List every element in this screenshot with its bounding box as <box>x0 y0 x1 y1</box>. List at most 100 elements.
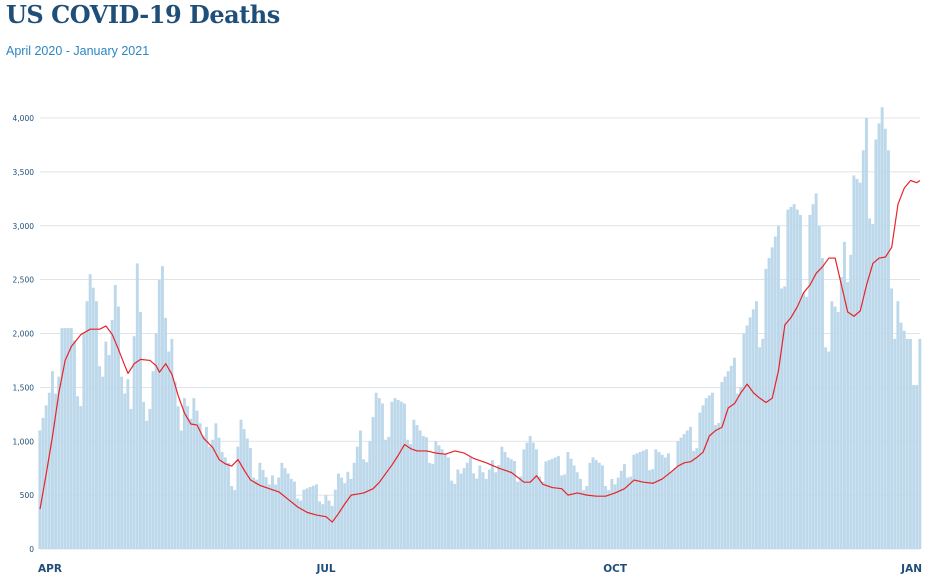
bar <box>582 490 586 549</box>
bar <box>355 446 359 549</box>
bar <box>208 446 212 549</box>
bar <box>852 175 856 549</box>
bar <box>874 139 878 550</box>
bar <box>113 285 117 549</box>
x-tick-label: JAN <box>900 563 922 575</box>
bar <box>47 392 51 549</box>
bar <box>120 376 124 549</box>
bar <box>151 371 155 549</box>
bar <box>359 430 362 549</box>
bar <box>802 292 806 549</box>
x-tick-label: JUL <box>315 563 335 575</box>
bar <box>707 395 711 549</box>
bar <box>148 408 152 549</box>
bar <box>588 462 592 549</box>
bar <box>340 477 344 549</box>
bar <box>858 182 862 549</box>
bar <box>720 381 724 549</box>
bar <box>223 457 227 549</box>
bar <box>670 471 674 549</box>
bar <box>415 425 419 549</box>
bar <box>557 456 560 549</box>
chart-subtitle: April 2020 - January 2021 <box>6 44 150 58</box>
bar <box>651 469 655 549</box>
bar <box>362 459 366 549</box>
bar <box>63 328 67 549</box>
bar <box>632 454 636 549</box>
bar <box>123 393 127 549</box>
bar <box>76 396 80 549</box>
bar <box>808 214 812 549</box>
x-axis: APR JUL OCT JAN <box>38 563 922 575</box>
bar <box>327 500 331 549</box>
bar <box>277 477 281 549</box>
bar <box>195 410 199 549</box>
bar <box>657 452 661 549</box>
bar <box>912 385 916 549</box>
bar <box>333 489 337 549</box>
bar <box>544 461 548 549</box>
y-tick-label: 1,000 <box>13 437 35 446</box>
bar <box>321 504 325 549</box>
bar <box>352 462 356 549</box>
bar <box>623 464 626 549</box>
y-tick-label: 500 <box>20 491 35 500</box>
bar <box>406 439 410 549</box>
bar <box>296 498 300 549</box>
bar <box>676 441 680 549</box>
bar <box>918 338 922 549</box>
bar <box>189 418 193 549</box>
bar <box>814 193 818 549</box>
bar <box>846 282 850 549</box>
bar <box>107 355 111 549</box>
bar <box>252 477 256 549</box>
bar <box>751 309 755 549</box>
bar <box>547 460 551 549</box>
bar <box>535 449 538 549</box>
bar <box>695 448 699 549</box>
bar <box>41 417 45 549</box>
bar <box>453 483 457 549</box>
bar <box>299 500 303 549</box>
bar <box>484 478 488 549</box>
bar <box>714 425 718 549</box>
bar <box>201 435 205 549</box>
bar <box>38 430 42 549</box>
bar <box>560 475 564 549</box>
bar <box>553 457 557 549</box>
bar <box>704 398 708 549</box>
bar <box>101 376 105 549</box>
bar <box>249 447 252 549</box>
y-tick-label: 1,500 <box>13 383 35 392</box>
bar <box>663 457 667 549</box>
bar <box>745 325 749 549</box>
bar <box>871 224 875 549</box>
bar <box>236 446 240 549</box>
bar <box>777 225 780 549</box>
bar <box>431 463 435 549</box>
bar <box>88 274 92 549</box>
bar <box>167 351 171 549</box>
bar <box>349 478 353 549</box>
bar <box>205 426 208 549</box>
bar <box>173 381 177 549</box>
bar <box>434 441 438 549</box>
bar <box>843 241 846 549</box>
bar <box>258 462 262 549</box>
bar <box>57 376 61 549</box>
bar <box>283 468 287 549</box>
bar <box>117 306 120 549</box>
bar <box>450 480 454 549</box>
bar <box>764 268 768 549</box>
bar <box>475 478 479 549</box>
bar <box>318 501 322 549</box>
bar <box>374 392 378 549</box>
bar <box>883 128 887 549</box>
bar <box>161 266 164 549</box>
bar <box>214 423 218 549</box>
bar <box>855 179 859 549</box>
bar <box>302 489 306 549</box>
bar <box>726 371 730 549</box>
bar <box>154 333 158 549</box>
bar <box>271 475 274 549</box>
